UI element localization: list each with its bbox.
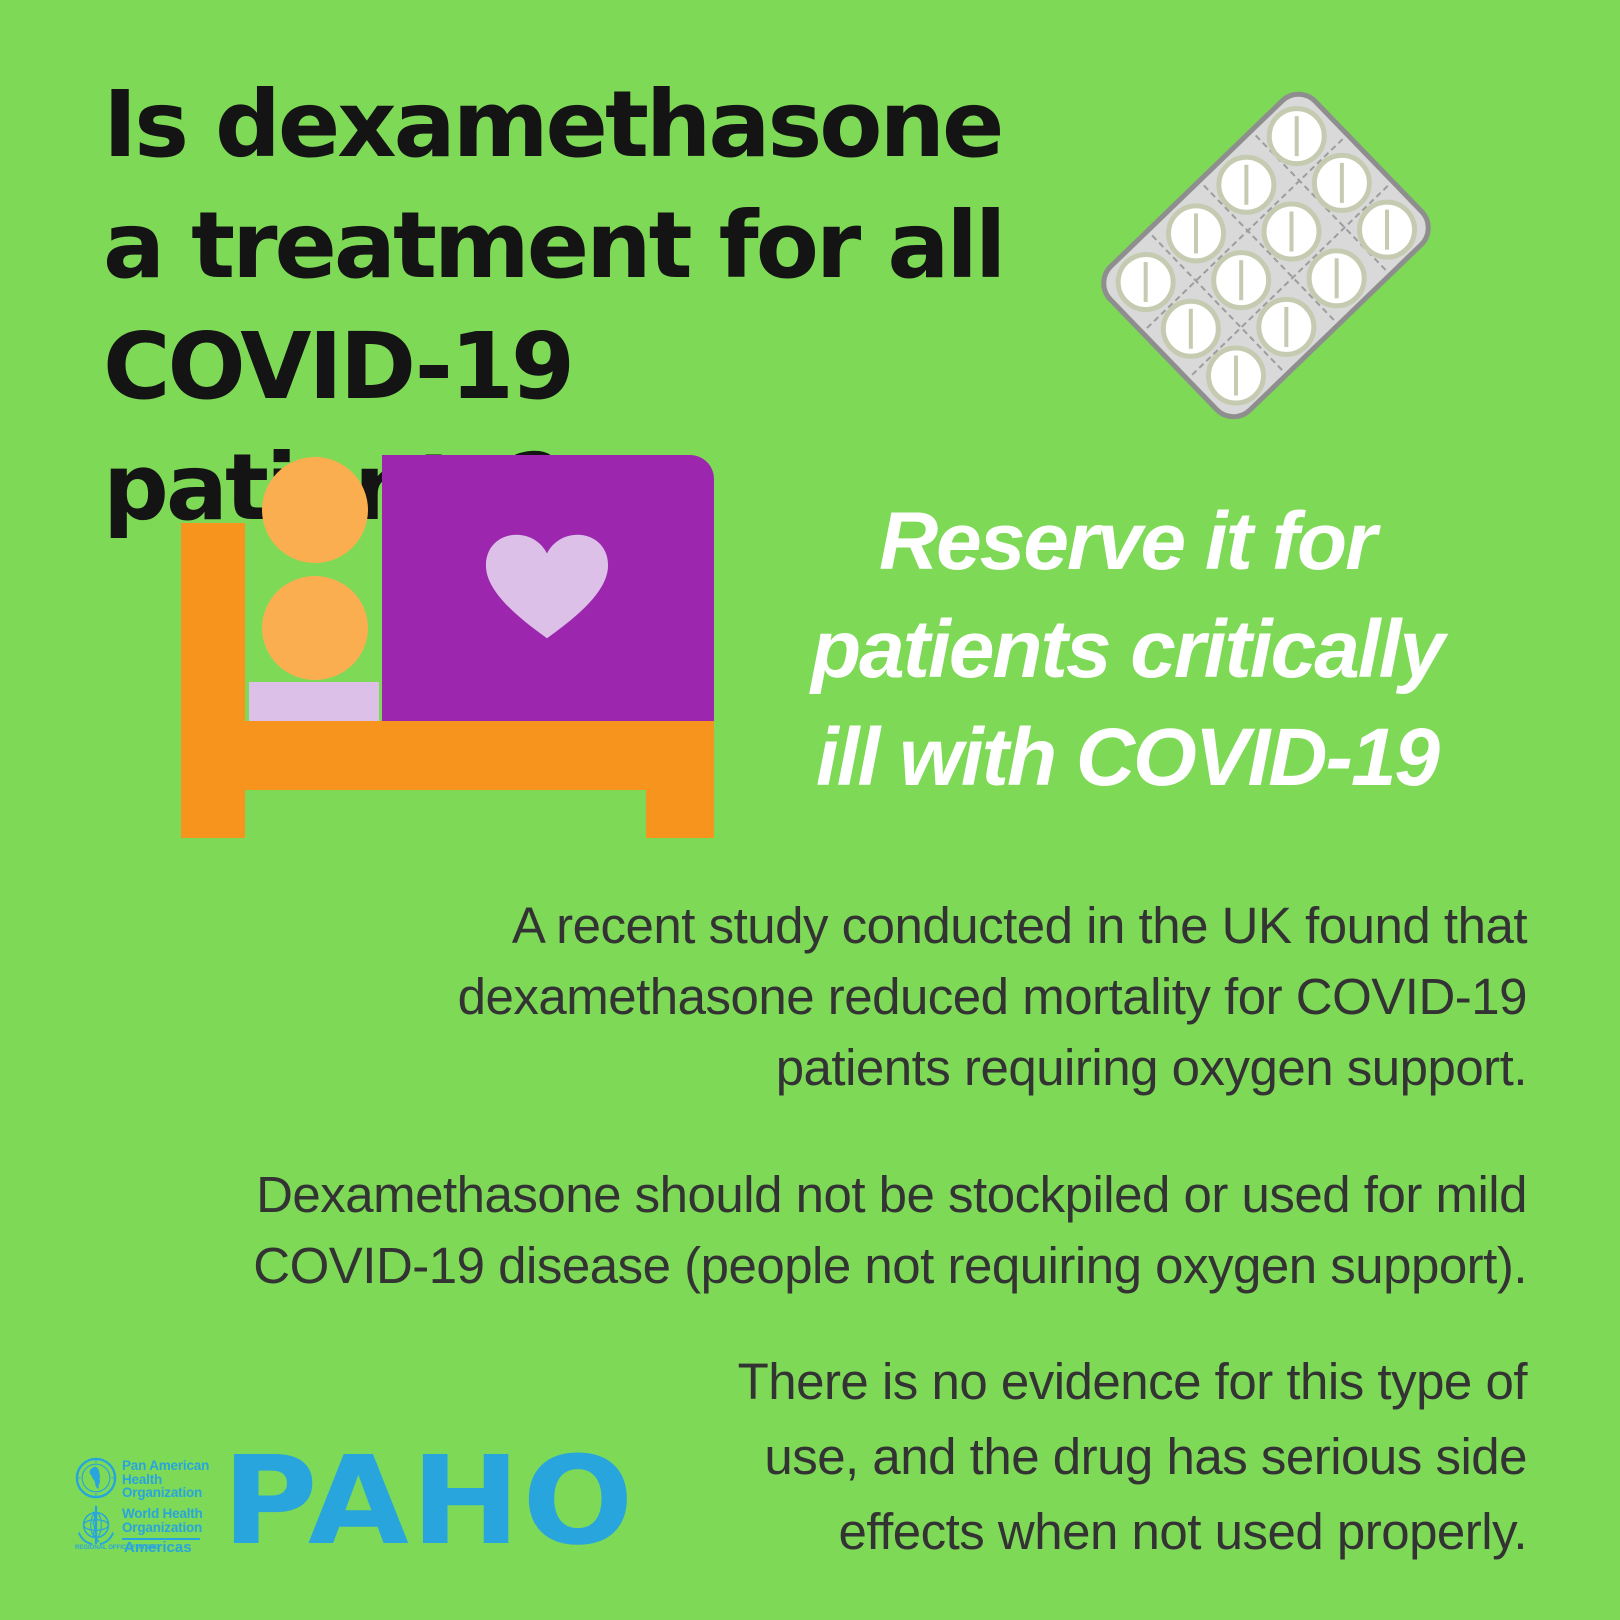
pill-score-line xyxy=(1334,257,1339,298)
pill-score-line xyxy=(1339,162,1344,203)
logo-underline xyxy=(122,1538,200,1540)
paho-acronym: PAHO xyxy=(222,1430,636,1572)
heart-icon xyxy=(485,534,609,639)
paragraph-no-evidence: There is no evidence for this type of us… xyxy=(737,1353,1528,1560)
patient-circle-top xyxy=(262,457,368,563)
paho-seal-icon xyxy=(75,1457,117,1499)
paragraph-study: A recent study conducted in the UK found… xyxy=(457,897,1528,1096)
pill-score-line xyxy=(1188,308,1193,349)
who-emblem-icon xyxy=(77,1505,115,1546)
pill-score-line xyxy=(1283,306,1288,347)
bed-leg xyxy=(646,790,714,838)
pill-score-line xyxy=(1294,115,1299,156)
pill-score-line xyxy=(1238,259,1243,300)
pill-score-line xyxy=(1384,209,1389,250)
pill-pack-icon xyxy=(1090,81,1442,430)
patient-circle-bottom xyxy=(262,576,368,680)
bed-headboard xyxy=(181,523,245,838)
pill-score-line xyxy=(1193,213,1198,254)
americas-label: Americas xyxy=(124,1539,192,1556)
paho-logo: Pan American Health Organization World H… xyxy=(75,1440,675,1582)
paragraph-stockpile: Dexamethasone should not be stockpiled o… xyxy=(253,1166,1527,1294)
pan-american-health-organization-label: Pan American Health Organization xyxy=(122,1458,210,1500)
pill-score-line xyxy=(1233,355,1238,396)
world-health-organization-label: World Health Organization xyxy=(122,1506,203,1535)
bed-pillow xyxy=(249,682,379,721)
regional-office-label: REGIONAL OFFICE FOR THE xyxy=(75,1545,159,1551)
subhead: Reserve it for patients critically ill w… xyxy=(811,496,1445,803)
bed-base xyxy=(181,721,714,790)
pill-score-line xyxy=(1143,261,1148,302)
pill-score-line xyxy=(1289,211,1294,252)
pill-score-line xyxy=(1244,164,1249,205)
